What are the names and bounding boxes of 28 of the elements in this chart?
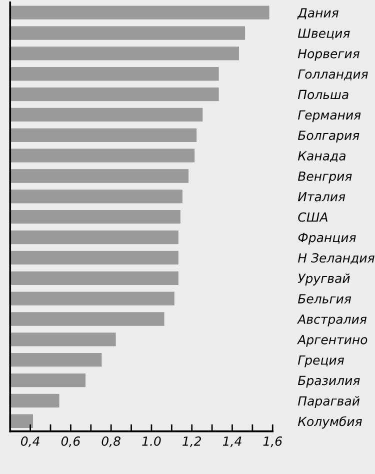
- y-tick-label: Аргентино: [296, 335, 368, 347]
- y-tick-label: Швеция: [298, 28, 350, 40]
- y-tick-label: Н Зеландия: [298, 253, 374, 264]
- y-tick-label: Парагвай: [298, 396, 360, 408]
- y-tick-label: Колумбия: [298, 416, 362, 429]
- y-tick-label: Болгария: [298, 130, 360, 142]
- y-tick-label: Норвегия: [298, 49, 360, 61]
- y-tick-label: Бельгия: [298, 294, 352, 304]
- y-tick-label: Польша: [298, 90, 348, 100]
- y-tick-label: Венгрия: [298, 172, 352, 184]
- y-tick-label: Австралия: [296, 314, 367, 326]
- y-tick-label: Уругвай: [298, 273, 350, 286]
- y-tick-label: США: [298, 212, 328, 222]
- y-tick-label: Италия: [298, 192, 346, 202]
- y-tick-label: Греция: [298, 355, 344, 368]
- x-tick-label: 0,4: [21, 436, 40, 448]
- x-tick-label: 1,4: [222, 436, 242, 448]
- y-tick-label: Бразилия: [298, 376, 360, 388]
- x-tick-label: 1,6: [263, 436, 282, 448]
- y-tick-label: Дания: [297, 8, 338, 20]
- x-tick-label: 1.0: [142, 436, 161, 446]
- y-tick-label: Германия: [298, 110, 361, 122]
- y-tick-label: Голландия: [298, 70, 368, 80]
- y-tick-label: Канада: [298, 151, 346, 162]
- y-tick-label: Франция: [298, 232, 356, 245]
- x-tick-label: 0,6: [61, 436, 80, 448]
- x-tick-label: 1,2: [182, 436, 202, 448]
- x-tick-label: 0,8: [102, 436, 120, 448]
